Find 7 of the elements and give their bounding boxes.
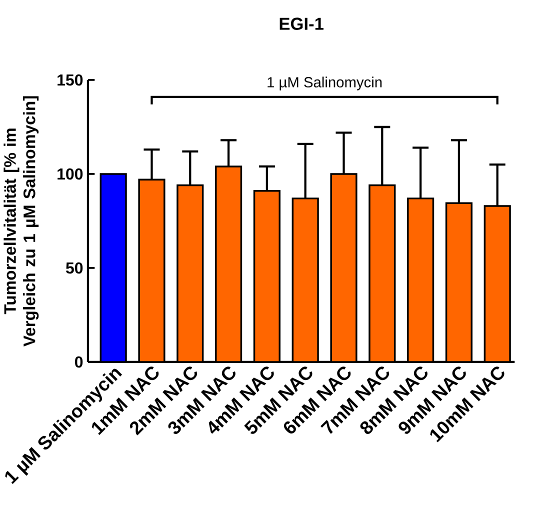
annotation: 1 µM Salinomycin <box>268 76 382 90</box>
chart-title: EGI-1 <box>280 18 324 30</box>
y-tick-label: 150 <box>58 74 83 86</box>
y-tick-label: 100 <box>58 168 83 180</box>
y-axis-title: Tumorzellvitalität [% im Vergleich zu 1 µM Salinomycin] <box>4 96 39 347</box>
y-tick-label: 50 <box>66 262 83 274</box>
y-tick-label: 0 <box>75 356 83 368</box>
